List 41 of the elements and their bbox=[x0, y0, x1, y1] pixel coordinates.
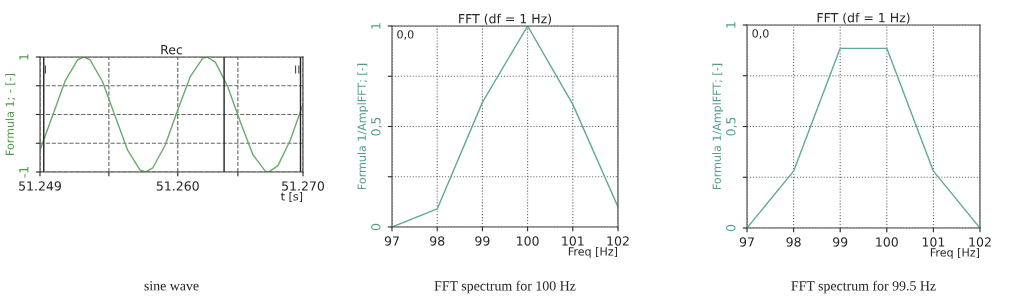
text: FFT spectrum for 99.5 Hz bbox=[791, 280, 936, 294]
x-tick-label: 98 bbox=[786, 237, 801, 247]
x-tick-label: 99 bbox=[475, 236, 490, 246]
x-tick-label: 51.260 bbox=[156, 181, 199, 191]
y-axis-title: Formula 1; - [-] bbox=[5, 73, 16, 155]
x-tick-label: 100 bbox=[517, 236, 539, 246]
x-tick-label: 102 bbox=[969, 237, 991, 247]
x-tick-label: 51.249 bbox=[19, 181, 61, 191]
x-tick-label: 102 bbox=[607, 236, 629, 246]
annotation: 0,0 bbox=[752, 29, 769, 39]
x-tick-label: 101 bbox=[922, 237, 945, 247]
x-tick-label: 51.270 bbox=[282, 181, 325, 191]
x-tick-label: 100 bbox=[876, 237, 898, 247]
y-axis-title: Formula 1/AmplFFT; [-] bbox=[357, 63, 369, 189]
y-tick-label: 0 bbox=[726, 224, 736, 232]
y-tick-label: 1 bbox=[371, 23, 381, 29]
x-axis-title: t [s] bbox=[280, 192, 303, 202]
chart-title: FFT (df = 1 Hz) bbox=[817, 12, 910, 24]
x-axis-title: Freq [Hz] bbox=[930, 248, 980, 259]
y-tick-label: 1 bbox=[19, 54, 29, 60]
y-axis-title: Formula 1/AmplFFT; [-] bbox=[712, 63, 724, 189]
y-tick-label: 1 bbox=[726, 22, 736, 28]
x-axis-title: Freq [Hz] bbox=[568, 247, 618, 258]
x-tick-label: 99 bbox=[833, 237, 848, 247]
text: FFT spectrum for 100 Hz bbox=[434, 280, 576, 294]
annotation: 0,0 bbox=[397, 30, 414, 40]
ref-line-label: II bbox=[295, 65, 300, 74]
x-tick-label: 101 bbox=[562, 236, 584, 246]
ref-line-label: I bbox=[44, 65, 46, 74]
text: sine wave bbox=[144, 281, 199, 291]
x-tick-label: 97 bbox=[384, 236, 399, 246]
y-tick-label: 0 bbox=[371, 223, 381, 231]
y-tick-label: -1 bbox=[19, 166, 29, 178]
x-tick-label: 97 bbox=[739, 237, 754, 247]
y-tick-label: 0,5 bbox=[371, 117, 382, 136]
line-series bbox=[392, 26, 618, 227]
chart-title: Rec bbox=[161, 45, 183, 55]
chart-title: FFT (df = 1 Hz) bbox=[459, 13, 552, 25]
line-series bbox=[40, 57, 303, 172]
y-tick-label: 0,5 bbox=[726, 117, 737, 136]
x-tick-label: 98 bbox=[430, 236, 445, 246]
